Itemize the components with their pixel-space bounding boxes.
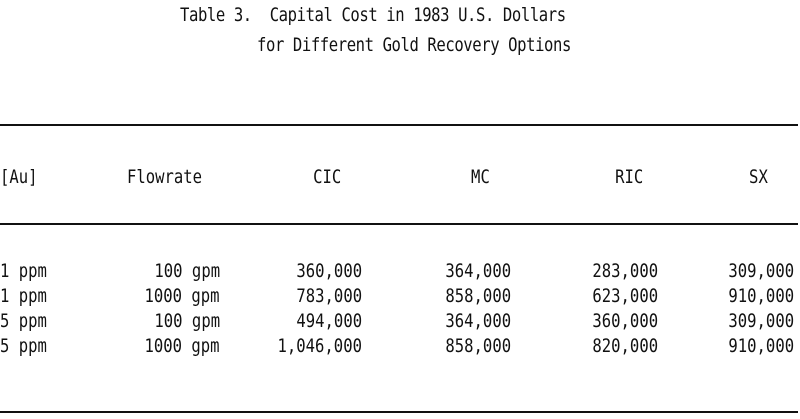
table-cell-sx: 910,000 [728, 285, 794, 307]
table-header-rule [0, 223, 798, 225]
table-title-line-1: Table 3. Capital Cost in 1983 U.S. Dolla… [180, 4, 566, 26]
table-top-rule [0, 124, 798, 126]
table-cell-sx: 910,000 [728, 335, 794, 357]
table-cell-au: 5 ppm [0, 310, 47, 332]
column-header-au: [Au] [0, 166, 38, 188]
table-cell-flowrate: 100 gpm [154, 260, 220, 282]
table-cell-cic: 783,000 [296, 285, 362, 307]
table-bottom-rule [0, 411, 798, 413]
column-header-ric: RIC [614, 166, 644, 188]
table-cell-cic: 360,000 [296, 260, 362, 282]
table-cell-ric: 283,000 [592, 260, 658, 282]
table-cell-mc: 364,000 [445, 310, 511, 332]
table-cell-mc: 858,000 [445, 285, 511, 307]
column-header-flowrate: Flowrate [127, 166, 203, 188]
table-cell-au: 1 ppm [0, 285, 47, 307]
table-cell-mc: 858,000 [445, 335, 511, 357]
table-cell-flowrate: 100 gpm [154, 310, 220, 332]
table-cell-mc: 364,000 [445, 260, 511, 282]
table-cell-cic: 1,046,000 [277, 335, 362, 357]
table-cell-cic: 494,000 [296, 310, 362, 332]
table-cell-sx: 309,000 [728, 310, 794, 332]
table-cell-flowrate: 1000 gpm [144, 335, 220, 357]
table-cell-ric: 820,000 [592, 335, 658, 357]
table-cell-ric: 360,000 [592, 310, 658, 332]
table-cell-au: 1 ppm [0, 260, 47, 282]
table-title-line-2: for Different Gold Recovery Options [257, 34, 571, 56]
table-cell-flowrate: 1000 gpm [144, 285, 220, 307]
table-cell-ric: 623,000 [592, 285, 658, 307]
table-cell-au: 5 ppm [0, 335, 47, 357]
column-header-mc: MC [470, 166, 490, 188]
column-header-cic: CIC [312, 166, 342, 188]
column-header-sx: SX [748, 166, 768, 188]
table-cell-sx: 309,000 [728, 260, 794, 282]
